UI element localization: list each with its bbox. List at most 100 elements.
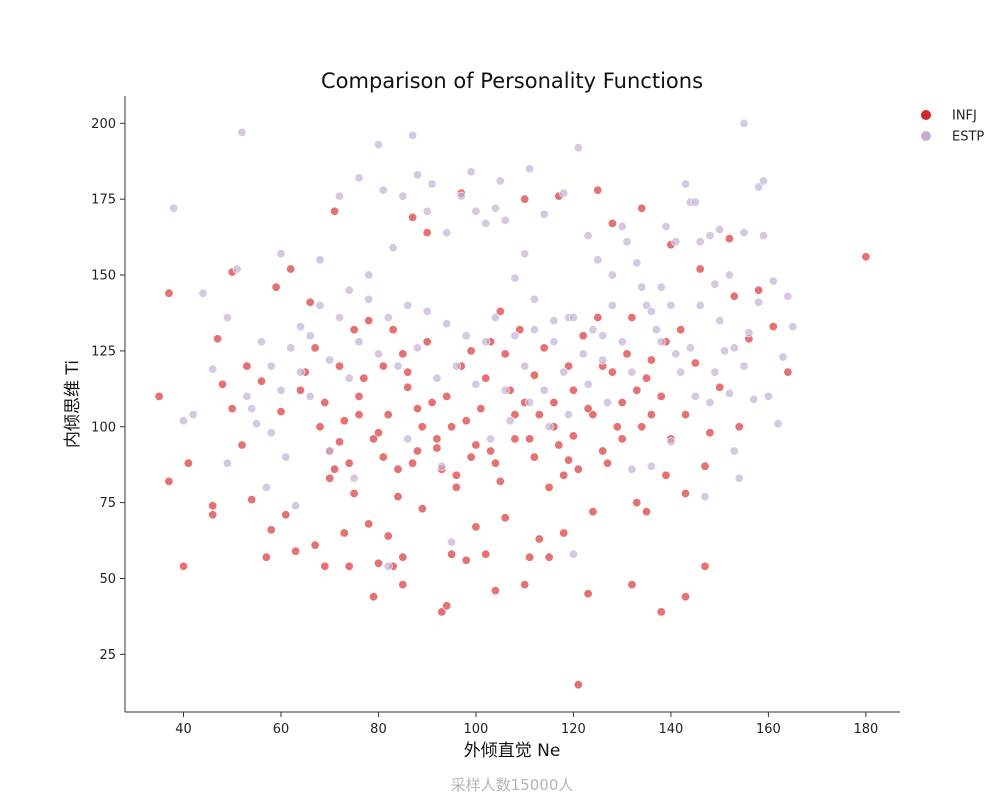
point-infj-29 xyxy=(339,528,349,538)
point-infj-7 xyxy=(213,334,223,344)
point-estp-64 xyxy=(646,461,656,471)
point-infj-95 xyxy=(715,382,725,392)
point-infj-50 xyxy=(447,549,457,559)
point-infj-122 xyxy=(490,458,500,468)
point-infj-174 xyxy=(534,410,544,420)
point-estp-144 xyxy=(256,337,266,347)
point-estp-19 xyxy=(325,446,335,456)
x-axis-title: 外倾直觉 Ne xyxy=(464,741,561,761)
point-infj-45 xyxy=(417,504,427,514)
point-infj-66 xyxy=(534,534,544,544)
point-estp-63 xyxy=(641,300,651,310)
point-estp-29 xyxy=(398,191,408,201)
point-estp-73 xyxy=(700,492,710,502)
point-estp-32 xyxy=(412,170,422,180)
point-estp-13 xyxy=(276,249,286,259)
point-estp-25 xyxy=(373,140,383,150)
point-infj-8 xyxy=(218,379,228,389)
point-infj-107 xyxy=(344,458,354,468)
point-infj-146 xyxy=(427,397,437,407)
point-infj-73 xyxy=(573,680,583,690)
point-infj-39 xyxy=(393,492,403,502)
point-infj-157 xyxy=(641,373,651,383)
point-infj-43 xyxy=(408,212,418,222)
point-infj-41 xyxy=(398,552,408,562)
point-estp-78 xyxy=(724,388,734,398)
point-estp-155 xyxy=(525,397,535,407)
point-infj-166 xyxy=(378,452,388,462)
point-estp-48 xyxy=(529,294,539,304)
point-infj-137 xyxy=(637,422,647,432)
point-infj-32 xyxy=(354,410,364,420)
point-estp-95 xyxy=(739,361,749,371)
point-estp-130 xyxy=(393,361,403,371)
point-estp-117 xyxy=(520,361,530,371)
point-estp-115 xyxy=(539,385,549,395)
point-estp-112 xyxy=(568,312,578,322)
point-estp-8 xyxy=(237,127,247,137)
point-estp-104 xyxy=(646,306,656,316)
point-infj-31 xyxy=(349,325,359,335)
point-infj-51 xyxy=(451,482,461,492)
point-infj-88 xyxy=(680,592,690,602)
point-infj-154 xyxy=(583,404,593,414)
point-estp-6 xyxy=(222,458,232,468)
point-infj-36 xyxy=(378,361,388,371)
point-infj-135 xyxy=(617,397,627,407)
point-infj-145 xyxy=(408,458,418,468)
point-infj-175 xyxy=(554,440,564,450)
point-infj-129 xyxy=(559,470,569,480)
point-estp-68 xyxy=(671,237,681,247)
point-infj-172 xyxy=(495,476,505,486)
point-estp-133 xyxy=(364,294,374,304)
point-infj-113 xyxy=(403,367,413,377)
point-estp-80 xyxy=(734,473,744,483)
point-infj-156 xyxy=(622,349,632,359)
point-estp-121 xyxy=(481,337,491,347)
point-infj-18 xyxy=(276,407,286,417)
point-infj-58 xyxy=(490,586,500,596)
point-infj-85 xyxy=(656,607,666,617)
point-infj-13 xyxy=(247,495,257,505)
point-estp-137 xyxy=(325,355,335,365)
point-infj-82 xyxy=(637,203,647,213)
point-estp-113 xyxy=(559,367,569,377)
point-estp-151 xyxy=(602,397,612,407)
point-estp-111 xyxy=(578,349,588,359)
point-infj-151 xyxy=(525,434,535,444)
point-infj-116 xyxy=(432,434,442,444)
point-infj-155 xyxy=(602,458,612,468)
point-estp-49 xyxy=(539,209,549,219)
x-tick-label-160: 160 xyxy=(756,722,781,737)
x-tick-label-80: 80 xyxy=(370,722,387,737)
point-infj-98 xyxy=(734,422,744,432)
point-infj-119 xyxy=(461,416,471,426)
point-estp-23 xyxy=(354,173,364,183)
point-infj-111 xyxy=(383,410,393,420)
point-estp-118 xyxy=(510,331,520,341)
point-estp-14 xyxy=(281,452,291,462)
point-estp-43 xyxy=(495,176,505,186)
point-estp-34 xyxy=(427,179,437,189)
point-estp-33 xyxy=(422,206,432,216)
point-infj-83 xyxy=(641,507,651,517)
point-infj-132 xyxy=(588,410,598,420)
point-estp-59 xyxy=(617,222,627,232)
point-infj-114 xyxy=(412,446,422,456)
x-tick-label-140: 140 xyxy=(658,722,683,737)
point-infj-57 xyxy=(486,446,496,456)
point-estp-76 xyxy=(715,225,725,235)
point-estp-83 xyxy=(744,328,754,338)
x-tick-label-120: 120 xyxy=(561,722,586,737)
point-estp-58 xyxy=(607,270,617,280)
point-infj-0 xyxy=(154,391,164,401)
point-estp-135 xyxy=(344,373,354,383)
point-infj-115 xyxy=(422,337,432,347)
point-estp-1 xyxy=(179,416,189,426)
point-estp-35 xyxy=(437,461,447,471)
x-tick-label-60: 60 xyxy=(273,722,290,737)
point-infj-5 xyxy=(208,501,218,511)
point-estp-72 xyxy=(695,237,705,247)
point-estp-60 xyxy=(622,237,632,247)
